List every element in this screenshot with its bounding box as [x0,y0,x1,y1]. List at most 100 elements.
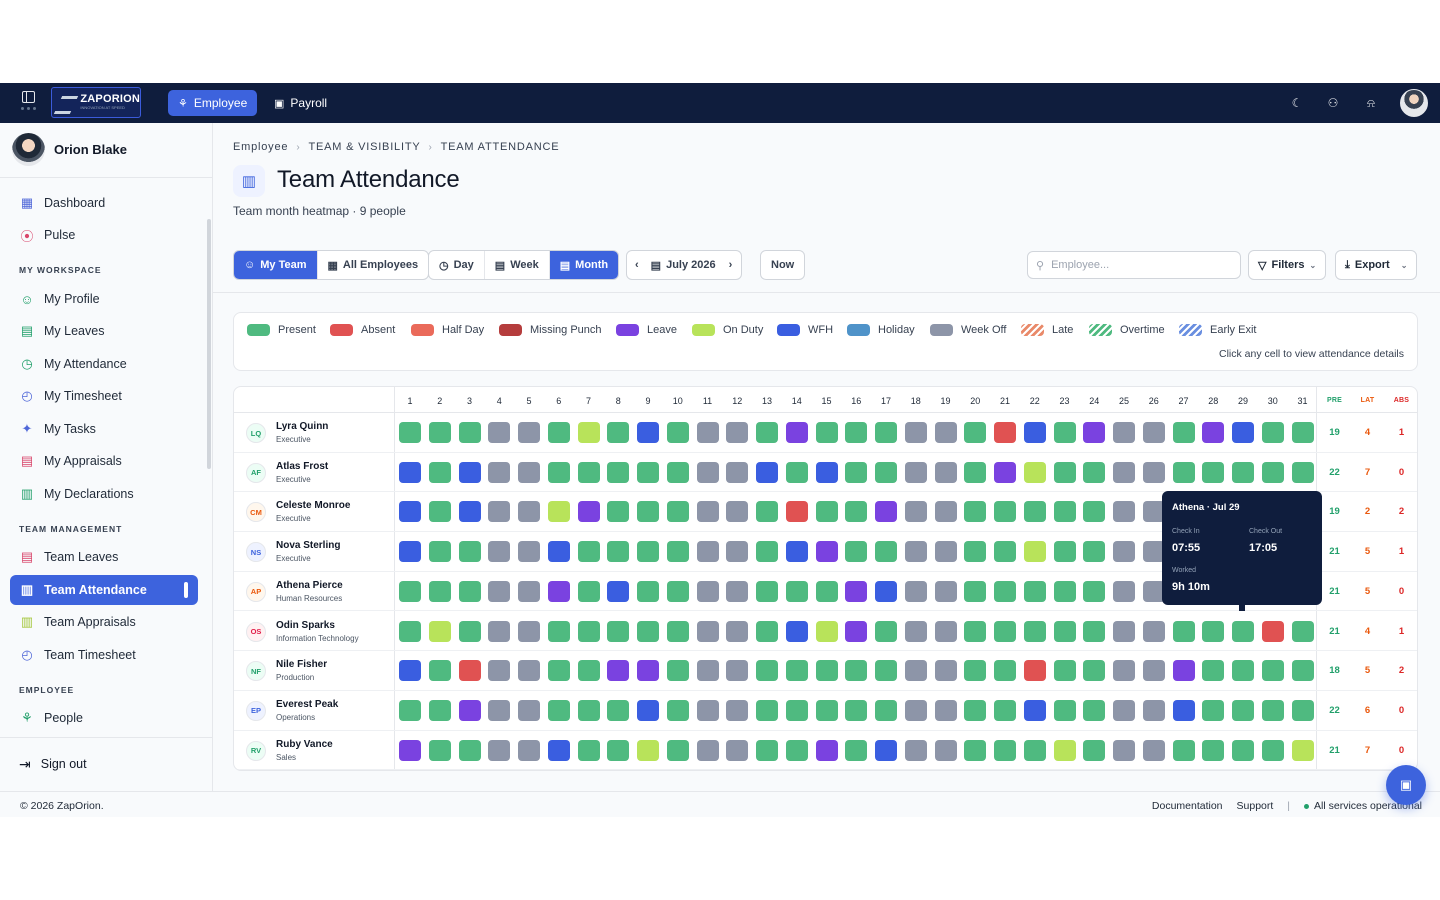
attendance-cell[interactable] [518,461,540,483]
attendance-cell[interactable] [785,501,808,523]
attendance-cell[interactable] [785,699,808,721]
sidebar-item-dashboard[interactable]: ▦ Dashboard [10,188,198,218]
user-settings-icon[interactable]: ⚇ [1327,96,1339,110]
employee-name[interactable]: Lyra Quinn [276,421,329,432]
attendance-cell[interactable] [1232,660,1254,682]
attendance-cell[interactable] [637,739,659,761]
attendance-cell[interactable] [904,422,927,443]
attendance-cell[interactable] [726,660,749,682]
attendance-cell[interactable] [518,660,540,682]
attendance-cell[interactable] [1083,699,1106,721]
attendance-cell[interactable] [1053,660,1076,682]
attendance-cell[interactable] [1232,739,1254,761]
attendance-cell[interactable] [428,739,451,761]
attendance-cell[interactable] [904,739,927,761]
attendance-cell[interactable] [934,620,957,642]
attendance-cell[interactable] [815,739,838,761]
attendance-cell[interactable] [518,739,540,761]
attendance-cell[interactable] [875,660,897,682]
attendance-cell[interactable] [756,501,778,523]
attendance-cell[interactable] [607,501,630,523]
attendance-cell[interactable] [1291,739,1314,761]
attendance-cell[interactable] [1053,541,1076,563]
breadcrumb-team-visibility[interactable]: TEAM & VISIBILITY [308,141,421,153]
attendance-cell[interactable] [726,422,749,443]
attendance-cell[interactable] [1113,501,1135,523]
attendance-cell[interactable] [1083,660,1106,682]
attendance-cell[interactable] [547,422,570,443]
support-link[interactable]: Support [1236,800,1274,812]
attendance-cell[interactable] [1202,461,1225,483]
attendance-cell[interactable] [1142,580,1165,602]
attendance-cell[interactable] [726,541,749,563]
employee-name[interactable]: Ruby Vance [276,738,333,750]
attendance-cell[interactable] [1172,422,1195,443]
attendance-cell[interactable] [785,620,808,642]
attendance-cell[interactable] [964,660,987,682]
attendance-cell[interactable] [637,660,659,682]
attendance-cell[interactable] [696,699,719,721]
attendance-cell[interactable] [399,501,421,523]
attendance-cell[interactable] [1172,620,1195,642]
attendance-cell[interactable] [1053,422,1076,443]
attendance-cell[interactable] [428,699,451,721]
attendance-cell[interactable] [904,699,927,721]
search-input[interactable] [1051,259,1222,271]
employee-name[interactable]: Athena Pierce [276,579,343,591]
scope-all-employees-button[interactable]: ▦ All Employees [318,251,429,279]
sidebar-scrollbar[interactable] [207,219,211,469]
attendance-cell[interactable] [964,580,987,602]
attendance-cell[interactable] [577,461,600,483]
attendance-cell[interactable] [845,699,868,721]
attendance-cell[interactable] [399,699,421,721]
attendance-cell[interactable] [1142,739,1165,761]
attendance-cell[interactable] [1142,699,1165,721]
filters-button[interactable]: ▽ Filters ⌄ [1248,250,1327,280]
attendance-cell[interactable] [934,580,957,602]
employee-name[interactable]: Everest Peak [276,698,339,710]
attendance-cell[interactable] [488,501,511,523]
attendance-cell[interactable] [815,422,838,443]
prev-period-button[interactable]: ‹ [627,251,647,279]
attendance-cell[interactable] [1291,461,1314,483]
attendance-cell[interactable] [1142,422,1165,443]
sidebar-item-my-declarations[interactable]: ▥ My Declarations [10,479,198,509]
attendance-cell[interactable] [637,699,659,721]
sidebar-item-team-appraisals[interactable]: ▥ Team Appraisals [10,607,198,637]
sidebar-item-my-appraisals[interactable]: ▤ My Appraisals [10,446,198,476]
attendance-cell[interactable] [726,739,749,761]
attendance-cell[interactable] [577,620,600,642]
attendance-cell[interactable] [934,422,957,443]
attendance-cell[interactable] [1113,699,1135,721]
employee-name[interactable]: Atlas Frost [276,460,329,472]
attendance-cell[interactable] [518,699,540,721]
attendance-cell[interactable] [518,501,540,523]
attendance-cell[interactable] [1083,739,1106,761]
attendance-cell[interactable] [756,461,778,483]
attendance-cell[interactable] [547,660,570,682]
employee-name[interactable]: Nova Sterling [276,540,341,552]
attendance-cell[interactable] [666,739,689,761]
next-period-button[interactable]: › [720,251,742,279]
sign-out-button[interactable]: ⇥ Sign out [10,749,198,779]
attendance-cell[interactable] [1023,620,1046,642]
attendance-cell[interactable] [875,580,897,602]
attendance-cell[interactable] [726,580,749,602]
attendance-cell[interactable] [488,739,511,761]
company-logo[interactable]: ZAPORION INNOVATION AT SPEED [51,87,141,118]
attendance-cell[interactable] [785,739,808,761]
nav-employee-button[interactable]: ⚘ Employee [168,90,258,116]
documentation-link[interactable]: Documentation [1151,800,1223,812]
attendance-cell[interactable] [1202,422,1225,443]
attendance-cell[interactable] [726,699,749,721]
attendance-cell[interactable] [577,660,600,682]
attendance-cell[interactable] [994,541,1016,563]
attendance-cell[interactable] [1113,461,1135,483]
attendance-cell[interactable] [1023,739,1046,761]
attendance-cell[interactable] [1113,580,1135,602]
attendance-cell[interactable] [934,739,957,761]
attendance-cell[interactable] [815,461,838,483]
attendance-cell[interactable] [1023,580,1046,602]
attendance-cell[interactable] [458,541,481,563]
attendance-cell[interactable] [428,422,451,443]
